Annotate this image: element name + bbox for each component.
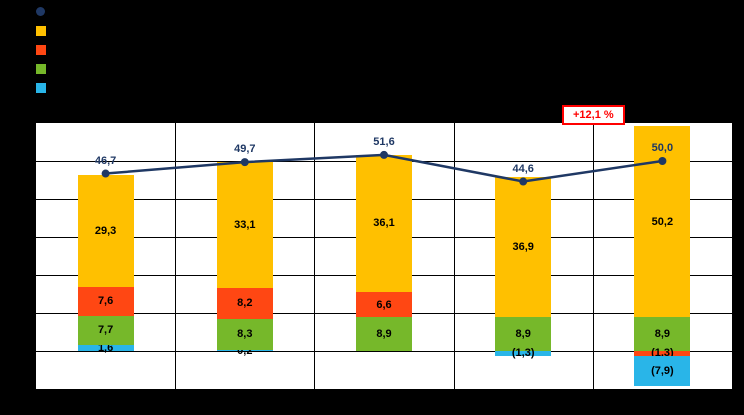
bar-segment-red: 8,2 [216, 287, 273, 319]
bar-segment-cyan: 1,6 [77, 341, 134, 354]
bar-segment-orange: 29,3 [77, 175, 134, 287]
line-marker-icon [101, 169, 110, 178]
bar-segment-label: 36,9 [512, 241, 534, 254]
bar-segment-green: 8,9 [356, 317, 412, 351]
line-value-label: 50,0 [651, 142, 674, 154]
bar-segment-red: 6,6 [356, 292, 412, 318]
gridline-vertical [314, 123, 316, 389]
gridline-horizontal [36, 351, 732, 352]
bar-segment-label: 36,1 [373, 217, 395, 230]
bar-segment-green: 8,3 [216, 318, 273, 351]
bar-segment-label: 8,9 [654, 328, 671, 341]
plot-area: 1,6 7,7 7,6 29,3 0,2 8,3 8,2 33,1 8,9 6,6 36,1 8,9 3… [35, 122, 733, 390]
bar-segment-cyan: (7,9) [634, 355, 691, 386]
line-value-label: 51,6 [373, 135, 395, 148]
line-marker-icon [240, 158, 249, 167]
line-marker-icon [519, 177, 528, 186]
bar-segment-red: 7,6 [77, 286, 134, 316]
series-cyan-marker-icon [36, 82, 46, 93]
bar-segment-green: 8,9 [495, 317, 552, 351]
total-line [101, 150, 667, 186]
bar-segment-label: 50,2 [651, 215, 674, 228]
bar-segment-label: 8,2 [237, 297, 253, 310]
bar-segment-green: 7,7 [77, 315, 134, 345]
legend-item-series-green [36, 63, 52, 74]
bar-segment-green: 8,9 [634, 317, 691, 351]
series-red-marker-icon [36, 44, 46, 55]
gridline-vertical [592, 123, 594, 389]
bar-segment-cyan: (1,3) [495, 347, 552, 359]
bar-segment-label: 6,6 [376, 298, 392, 311]
line-marker-icon [380, 150, 388, 159]
series-orange-marker-icon [36, 25, 46, 36]
bar-segment-label: 29,3 [94, 225, 117, 238]
line-series-marker-icon [36, 7, 45, 16]
legend-item-series-orange [36, 25, 52, 36]
bar-segment-label: 8,3 [237, 328, 253, 341]
growth-annotation: +12,1 % [562, 105, 625, 125]
bar-segment-label: 7,7 [97, 324, 114, 337]
line-marker-icon [658, 157, 667, 165]
bar-segment-label: 33,1 [234, 218, 256, 231]
bar-segment-label: 7,6 [97, 295, 114, 308]
series-green-marker-icon [36, 63, 46, 74]
bar-segment-label: 8,9 [515, 328, 531, 341]
bar-segment-label: (1,3) [511, 347, 535, 360]
legend-item-line-series [36, 6, 52, 17]
gridline-vertical [453, 123, 455, 389]
legend-item-series-red [36, 44, 52, 55]
legend [36, 6, 52, 93]
bar-segment-orange: 36,1 [356, 154, 412, 293]
bar-segment-orange: 36,9 [495, 176, 552, 318]
line-value-label: 49,7 [234, 143, 256, 156]
line-value-label: 46,7 [94, 154, 117, 167]
bar-segment-orange: 33,1 [216, 161, 273, 288]
bar-segment-label: 8,9 [376, 328, 392, 341]
gridline-vertical [175, 123, 177, 389]
bar-segment-label: 1,6 [97, 341, 114, 354]
line-value-label: 44,6 [512, 162, 534, 175]
legend-item-series-cyan [36, 82, 52, 93]
bar-segment-label: (7,9) [651, 364, 674, 377]
